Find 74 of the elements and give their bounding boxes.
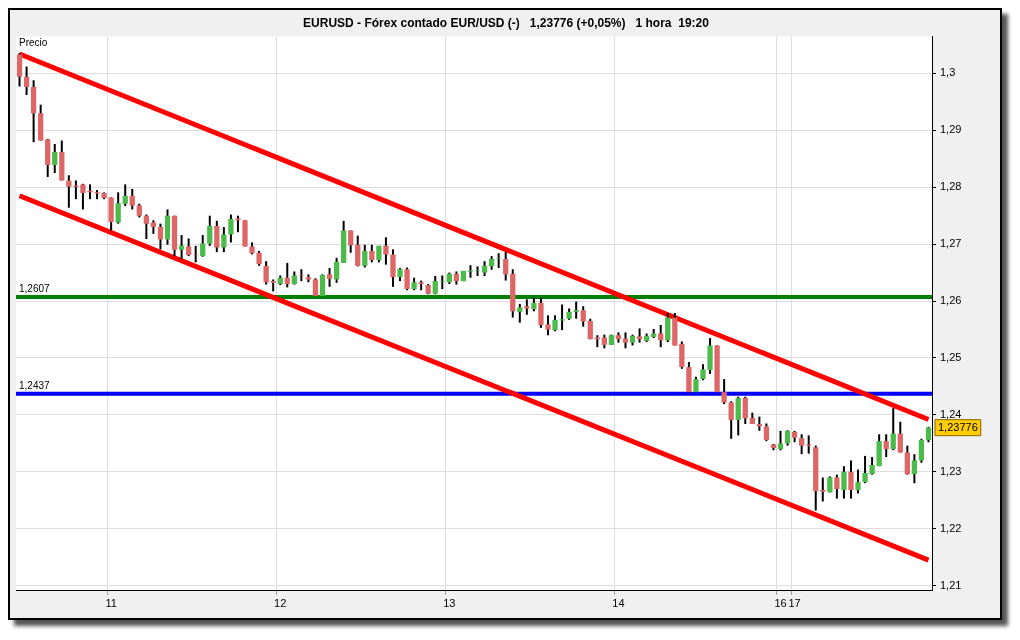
candlestick [503,251,509,282]
candlestick [333,256,340,284]
candlestick [263,260,269,286]
candlestick [390,248,396,288]
candlestick [228,213,234,244]
candlestick [214,219,220,254]
ref-line-label: 1,2437 [19,379,51,391]
candlestick [904,444,910,476]
y-tick-label: 1,29 [940,123,962,136]
candlestick [298,268,305,283]
candlestick [679,340,685,370]
candlestick [439,274,445,291]
candlestick [735,395,741,437]
candlestick [164,208,171,246]
candlestick [115,191,121,225]
candlestick [728,400,734,440]
y-tick-label: 1,27 [940,237,962,250]
text: 1,23776 [938,420,978,433]
y-tick-label: 1,25 [940,351,962,364]
candlestick [122,183,128,208]
candlestick [559,303,565,332]
candlestick [883,433,889,459]
candlestick [143,213,149,241]
candlestick [799,433,805,456]
y-tick-label: 1,23 [940,464,962,477]
candlestick [362,243,368,269]
candlestick [580,305,586,328]
x-tick-label: 16 [774,597,787,610]
candlestick [16,51,23,88]
candlestick [157,222,164,251]
candlestick [834,473,840,500]
y-tick-label: 1,22 [940,521,962,534]
candlestick [848,459,854,500]
candlestick [517,302,523,324]
candlestick [404,266,410,292]
candlestick [207,214,213,247]
candlestick [66,174,72,209]
y-tick-label: 1,28 [940,180,962,193]
candlestick [721,378,727,406]
y-tick-label: 1,24 [940,407,962,420]
candlestick [742,395,748,426]
candlestick [193,244,199,264]
candlestick [23,65,30,97]
x-tick-label: 12 [274,597,287,610]
candlestick [178,234,185,260]
candlestick [200,234,206,258]
candlestick [284,261,290,289]
y-tick-label: 1,26 [940,294,962,307]
candlestick [777,429,784,452]
candlestick [665,312,671,344]
candlestick [474,265,481,278]
candlestick [52,142,58,175]
y-axis-title: Precio [19,37,48,49]
x-tick-label: 17 [788,597,801,610]
chart-title: EURUSD - Fórex contado EUR/USD (-) 1,23776 (+0,05%) 1 hora 19:20 [303,15,710,30]
x-tick-label: 11 [105,597,117,610]
candlestick [911,453,918,485]
candlestick [326,267,333,288]
candlestick [820,476,826,503]
y-tick-label: 1,3 [940,66,956,79]
candlestick [221,226,227,254]
candlestick [841,465,847,500]
candlestick [355,234,361,268]
candlestick [897,420,903,454]
candlestick [348,229,354,254]
candlestick [319,273,326,297]
y-tick-label: 1,21 [940,578,962,591]
x-tick-label: 14 [612,597,625,610]
ref-line-label: 1,2607 [19,282,51,294]
candlestick [890,407,896,452]
x-tick-label: 13 [443,597,456,610]
candlestick [855,468,861,495]
candlestick [918,437,925,464]
candlestick [383,236,389,266]
